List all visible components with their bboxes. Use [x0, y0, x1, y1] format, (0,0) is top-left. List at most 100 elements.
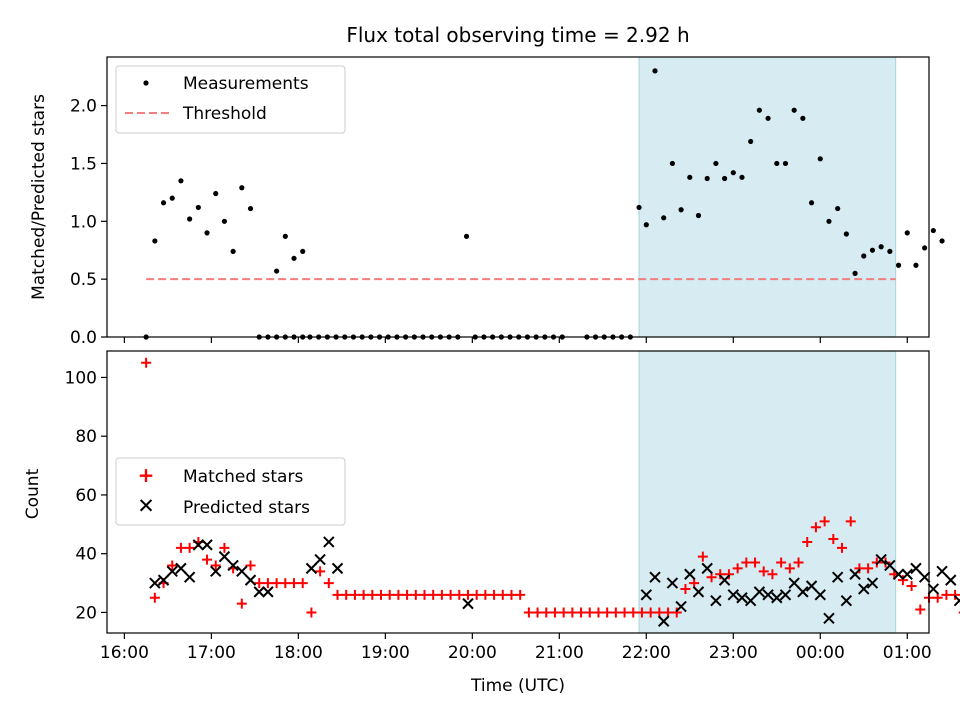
predicted-star-point [762, 589, 774, 601]
measurement-point [213, 190, 219, 197]
predicted-star-point [788, 577, 800, 589]
measurement-point [861, 253, 867, 259]
matched-star-point [349, 589, 360, 600]
measurement-point [274, 268, 280, 274]
predicted-star-point [175, 562, 187, 575]
measurement-point [922, 245, 928, 251]
bottom-y-tick-label: 60 [75, 486, 97, 506]
measurement-point [704, 175, 710, 182]
matched-star-point [445, 589, 456, 600]
measurement-point [247, 205, 254, 212]
matched-star-point [262, 578, 273, 589]
predicted-star-point [684, 568, 696, 580]
x-axis-label: Time (UTC) [470, 676, 565, 696]
matched-star-point [549, 607, 560, 618]
matched-star-point [576, 607, 587, 618]
x-tick-label: 00:00 [796, 643, 845, 663]
measurement-point [791, 107, 797, 113]
matched-star-point [393, 589, 404, 600]
matched-star-point [906, 581, 917, 591]
x-tick-label: 21:00 [535, 643, 584, 663]
measurement-point [204, 230, 210, 236]
measurement-point [669, 160, 675, 167]
measurement-point [730, 170, 736, 176]
legend-predicted-label: Predicted stars [183, 498, 310, 518]
matched-star-point [419, 589, 430, 600]
predicted-star-point [736, 592, 748, 604]
matched-star-point [793, 557, 804, 568]
matched-star-point [384, 589, 395, 600]
matched-star-point [167, 560, 178, 571]
measurement-point [756, 107, 762, 113]
predicted-star-point [727, 589, 739, 601]
matched-star-point [184, 542, 195, 553]
predicted-star-point [157, 574, 170, 586]
predicted-star-point [892, 568, 905, 580]
legend-measurements-marker [143, 80, 149, 86]
predicted-star-point [253, 586, 265, 598]
measurement-point [721, 175, 728, 182]
x-tick-label: 23:00 [709, 643, 758, 663]
matched-star-point [697, 551, 708, 562]
figure-title: Flux total observing time = 2.92 h [346, 23, 689, 47]
bottom-shaded-span [638, 350, 897, 634]
predicted-star-point [323, 536, 335, 548]
measurement-point [300, 248, 306, 254]
predicted-star-point [953, 594, 960, 607]
predicted-star-point [218, 550, 231, 563]
legend-predicted-marker: ✕ [137, 494, 155, 518]
matched-star-point [750, 557, 761, 568]
top-shaded-span [638, 56, 897, 338]
matched-star-point [758, 566, 769, 577]
measurement-point [800, 115, 806, 121]
measurement-point [939, 238, 945, 244]
matched-star-point [332, 589, 343, 600]
predicted-star-point [692, 586, 705, 598]
matched-star-point [315, 566, 326, 577]
measurement-point [687, 174, 693, 180]
matched-star-point [784, 563, 795, 574]
measurement-point [652, 68, 658, 74]
predicted-star-point [771, 592, 783, 604]
predicted-star-point [814, 589, 826, 601]
measurement-point [230, 248, 236, 254]
x-tick-label: 20:00 [448, 643, 497, 663]
predicted-star-point [753, 586, 766, 598]
matched-star-point [506, 589, 517, 600]
bottom-y-axis-label: Count [23, 468, 43, 519]
measurement-point [178, 178, 184, 184]
matched-star-point [245, 560, 256, 571]
top-y-tick-label: 2.0 [70, 97, 97, 117]
measurement-point [852, 270, 858, 276]
measurement-point [739, 174, 745, 180]
predicted-star-point [657, 615, 670, 627]
measurement-point [713, 160, 719, 167]
bottom-y-tick-label: 20 [75, 603, 97, 623]
legend-measurements-label: Measurements [183, 74, 309, 94]
predicted-star-point [262, 586, 274, 598]
top-legend: Measurements Threshold [115, 65, 346, 134]
matched-star-point [219, 542, 230, 553]
measurement-point [748, 138, 754, 145]
matched-star-point [845, 516, 856, 527]
predicted-star-point [779, 589, 792, 601]
matched-star-point [819, 516, 830, 527]
bottom-legend: + Matched stars ✕ Predicted stars [115, 457, 346, 526]
matched-star-point [837, 542, 848, 553]
matched-star-point [149, 592, 160, 603]
matched-star-point [323, 578, 334, 589]
matched-star-point [454, 589, 465, 600]
predicted-star-point [805, 580, 818, 592]
legend-matched-marker: + [138, 463, 155, 487]
top-y-tick-label: 1.0 [70, 212, 97, 232]
measurement-point [643, 222, 649, 228]
matched-star-point [810, 522, 821, 533]
predicted-star-point [305, 562, 318, 575]
measurement-point [930, 227, 936, 234]
matched-star-point [523, 607, 534, 618]
matched-star-point [558, 607, 569, 618]
matched-star-point [776, 557, 787, 568]
top-legend-box [115, 65, 346, 134]
matched-star-point [767, 569, 778, 580]
